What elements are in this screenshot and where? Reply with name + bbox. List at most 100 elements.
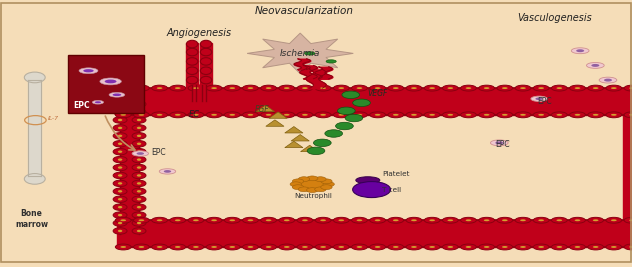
- Ellipse shape: [586, 62, 604, 68]
- Ellipse shape: [279, 85, 295, 91]
- Circle shape: [325, 130, 343, 137]
- Ellipse shape: [411, 87, 416, 89]
- Ellipse shape: [138, 219, 144, 221]
- Ellipse shape: [170, 244, 186, 250]
- Ellipse shape: [120, 246, 126, 248]
- Polygon shape: [301, 145, 319, 152]
- Ellipse shape: [109, 92, 125, 97]
- Ellipse shape: [260, 112, 276, 118]
- Ellipse shape: [138, 246, 144, 248]
- Ellipse shape: [442, 217, 458, 223]
- Text: Bone
marrow: Bone marrow: [15, 209, 48, 229]
- Ellipse shape: [576, 49, 584, 52]
- Ellipse shape: [611, 219, 617, 221]
- Ellipse shape: [479, 85, 494, 91]
- Ellipse shape: [551, 217, 567, 223]
- Circle shape: [342, 91, 360, 99]
- Ellipse shape: [229, 246, 235, 248]
- Ellipse shape: [132, 125, 146, 131]
- Ellipse shape: [424, 85, 440, 91]
- Ellipse shape: [186, 40, 198, 48]
- Ellipse shape: [533, 85, 549, 91]
- Ellipse shape: [315, 217, 331, 223]
- Ellipse shape: [152, 244, 167, 250]
- Text: Neovascularization: Neovascularization: [255, 6, 354, 16]
- Ellipse shape: [351, 85, 367, 91]
- Ellipse shape: [588, 112, 604, 118]
- Ellipse shape: [479, 217, 494, 223]
- Ellipse shape: [248, 219, 253, 221]
- Ellipse shape: [229, 114, 235, 116]
- Ellipse shape: [356, 87, 362, 89]
- Ellipse shape: [260, 244, 276, 250]
- FancyBboxPatch shape: [68, 55, 144, 113]
- Ellipse shape: [132, 151, 149, 156]
- Ellipse shape: [137, 119, 141, 121]
- Ellipse shape: [611, 114, 617, 116]
- Ellipse shape: [206, 217, 222, 223]
- Ellipse shape: [297, 179, 327, 190]
- Ellipse shape: [447, 114, 453, 116]
- Ellipse shape: [424, 112, 440, 118]
- Polygon shape: [186, 43, 198, 88]
- Circle shape: [292, 185, 303, 190]
- Ellipse shape: [606, 244, 622, 250]
- Ellipse shape: [115, 112, 131, 118]
- Ellipse shape: [502, 114, 507, 116]
- Ellipse shape: [356, 219, 362, 221]
- Circle shape: [337, 107, 355, 115]
- Ellipse shape: [137, 127, 141, 129]
- Ellipse shape: [137, 103, 141, 105]
- Ellipse shape: [490, 140, 508, 146]
- Text: T cell: T cell: [382, 187, 401, 193]
- Ellipse shape: [370, 85, 386, 91]
- Polygon shape: [285, 141, 303, 148]
- Ellipse shape: [186, 58, 198, 65]
- Ellipse shape: [83, 69, 94, 72]
- Ellipse shape: [356, 246, 362, 248]
- Ellipse shape: [200, 76, 212, 84]
- Ellipse shape: [606, 112, 622, 118]
- Ellipse shape: [113, 133, 127, 139]
- Ellipse shape: [132, 164, 146, 171]
- Ellipse shape: [115, 244, 131, 250]
- Ellipse shape: [479, 244, 494, 250]
- Ellipse shape: [531, 96, 547, 101]
- Ellipse shape: [224, 217, 240, 223]
- Ellipse shape: [243, 85, 258, 91]
- Ellipse shape: [574, 219, 580, 221]
- Ellipse shape: [132, 156, 146, 163]
- Ellipse shape: [200, 67, 212, 74]
- Ellipse shape: [393, 219, 399, 221]
- Ellipse shape: [188, 244, 204, 250]
- Ellipse shape: [302, 219, 308, 221]
- Ellipse shape: [113, 117, 127, 123]
- Polygon shape: [196, 85, 206, 101]
- Ellipse shape: [175, 114, 181, 116]
- Polygon shape: [200, 43, 212, 88]
- Ellipse shape: [393, 114, 399, 116]
- Ellipse shape: [411, 246, 416, 248]
- Ellipse shape: [175, 87, 181, 89]
- Ellipse shape: [137, 111, 141, 113]
- Ellipse shape: [284, 87, 289, 89]
- Ellipse shape: [495, 142, 503, 144]
- Ellipse shape: [133, 244, 149, 250]
- Ellipse shape: [375, 219, 380, 221]
- Ellipse shape: [137, 182, 141, 184]
- Ellipse shape: [447, 246, 453, 248]
- Ellipse shape: [588, 217, 604, 223]
- Ellipse shape: [113, 220, 127, 226]
- Ellipse shape: [112, 93, 121, 96]
- Ellipse shape: [447, 219, 453, 221]
- Ellipse shape: [113, 109, 127, 115]
- Ellipse shape: [279, 217, 295, 223]
- Ellipse shape: [137, 190, 141, 193]
- Ellipse shape: [393, 246, 399, 248]
- Ellipse shape: [118, 174, 122, 177]
- Ellipse shape: [334, 217, 349, 223]
- Ellipse shape: [569, 85, 585, 91]
- Ellipse shape: [461, 112, 477, 118]
- Ellipse shape: [447, 87, 453, 89]
- Ellipse shape: [200, 58, 212, 65]
